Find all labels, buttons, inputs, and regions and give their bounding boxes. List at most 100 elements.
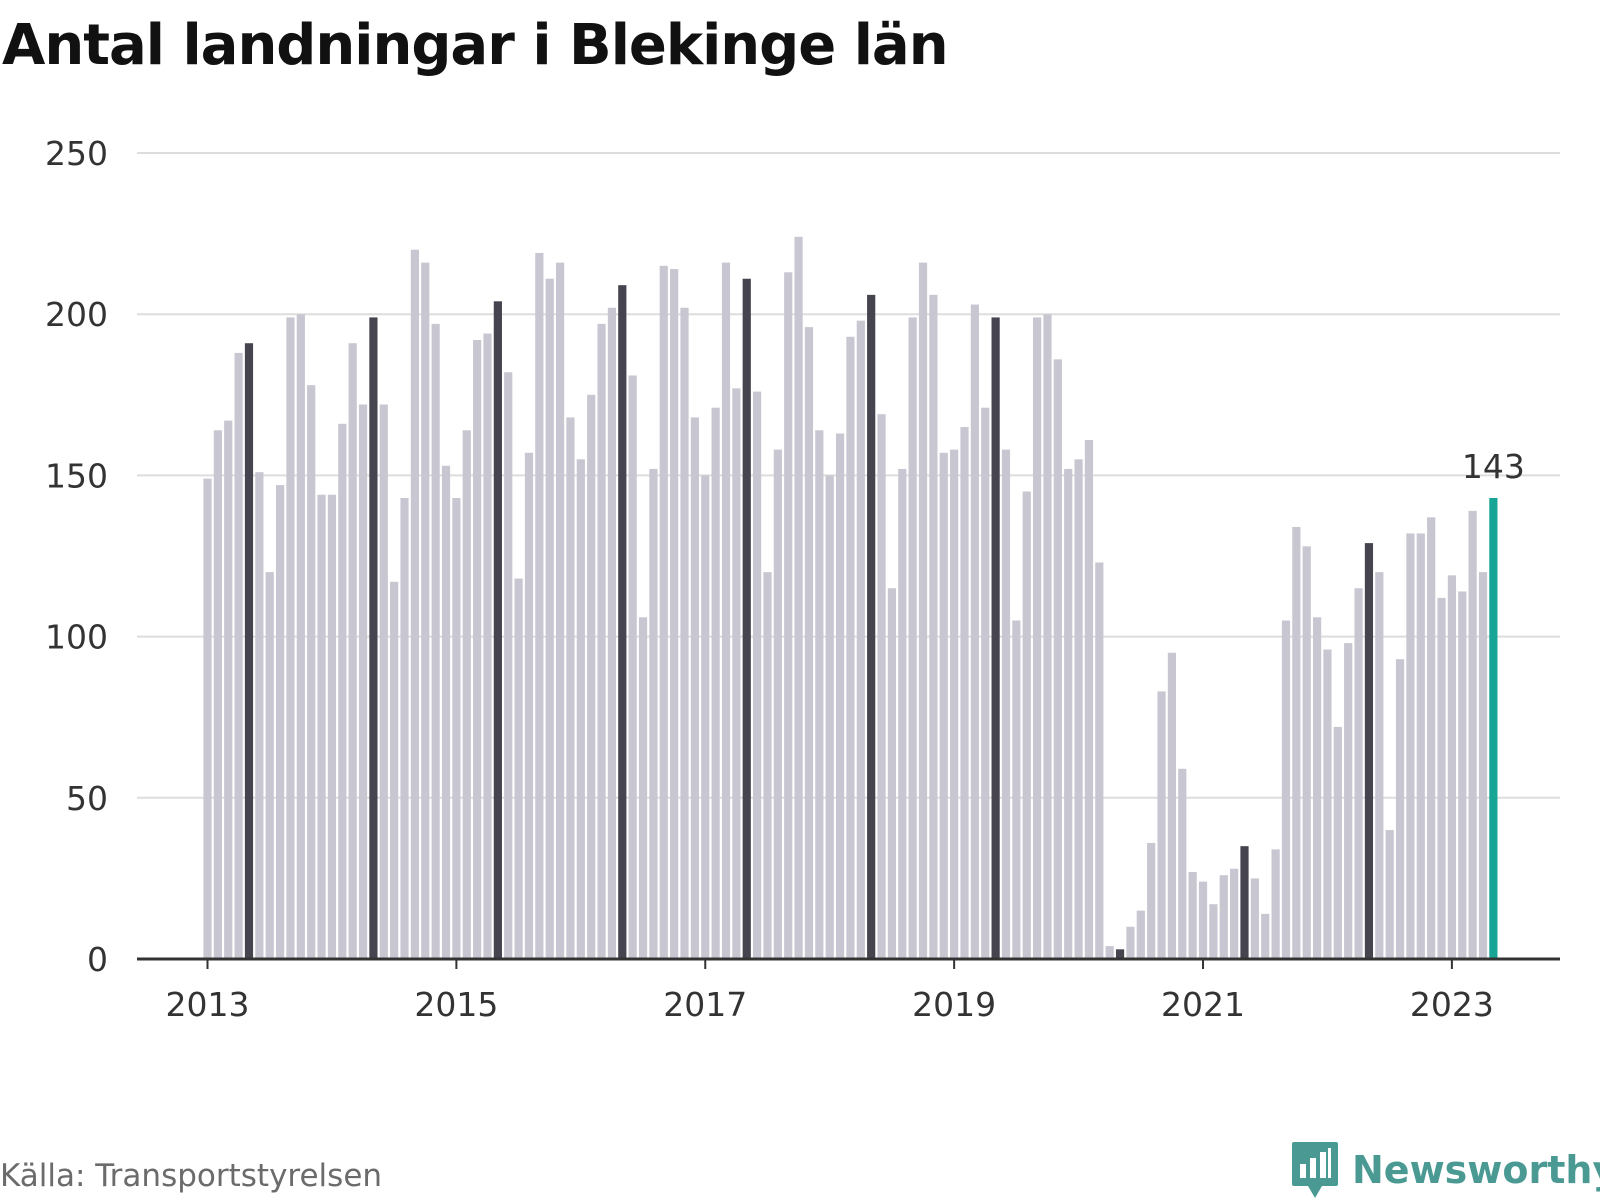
bar [1115, 949, 1125, 959]
x-tick-label: 2017 [663, 985, 747, 1024]
bar [929, 294, 938, 959]
bar [1354, 588, 1363, 959]
bar [545, 278, 554, 959]
y-tick-label: 250 [45, 134, 108, 173]
x-tick-label: 2015 [414, 985, 498, 1024]
bar [1271, 849, 1280, 959]
bar [908, 317, 917, 959]
bar [234, 352, 243, 959]
bar [856, 320, 865, 959]
bar [1261, 913, 1270, 959]
bar [286, 317, 295, 959]
bar [763, 572, 772, 959]
x-tick-label: 2019 [912, 985, 996, 1024]
bar [742, 278, 751, 959]
bar [1437, 597, 1446, 959]
bar [504, 372, 513, 960]
bar [1312, 617, 1322, 959]
bar [514, 578, 523, 959]
bar [317, 494, 326, 959]
bar [1292, 526, 1301, 959]
bar [338, 423, 347, 959]
bar [1447, 575, 1456, 959]
bar [1219, 875, 1228, 959]
bar [296, 314, 305, 959]
x-tick-label: 2023 [1410, 985, 1494, 1024]
bar [618, 285, 627, 959]
bar [327, 494, 337, 959]
bar [950, 449, 959, 959]
y-tick-label: 100 [45, 618, 108, 657]
bar [275, 485, 285, 959]
bar [1416, 533, 1425, 959]
y-tick-label: 0 [87, 940, 108, 979]
bar-chart-speech-bubble-icon [1292, 1142, 1338, 1198]
bar [1001, 449, 1011, 959]
bar [566, 417, 575, 959]
bar [555, 262, 565, 959]
bar [918, 262, 928, 959]
bar [898, 468, 907, 959]
bar [1198, 881, 1208, 959]
bar [753, 391, 762, 960]
bar [649, 468, 658, 959]
bar [846, 336, 855, 959]
bar [431, 323, 440, 959]
y-tick-label: 150 [45, 456, 108, 495]
bar [721, 262, 731, 959]
bar [991, 317, 1000, 959]
bar [970, 304, 979, 959]
x-tick-label: 2013 [166, 985, 250, 1024]
y-tick-label: 50 [66, 779, 108, 818]
bar [638, 617, 648, 959]
bar [1385, 830, 1394, 959]
bar [680, 307, 689, 959]
bar [1167, 652, 1177, 959]
bar [1250, 878, 1259, 959]
bar [1489, 497, 1498, 959]
bar [607, 307, 617, 959]
bar [1043, 314, 1052, 959]
bar [1095, 562, 1104, 959]
y-tick-label: 200 [45, 295, 108, 334]
brand[interactable]: Newsworthy [1290, 1139, 1600, 1201]
bar [1468, 510, 1477, 959]
bar [1126, 926, 1135, 959]
bar [981, 407, 990, 959]
bar [483, 333, 492, 959]
bar [265, 572, 274, 959]
tick-labels: 0 50 100 150 200 250 2013 2015 2017 2019 2021 2023 1… [45, 134, 1525, 1024]
source-note: Källa: Transportstyrelsen [0, 1158, 383, 1194]
bar [452, 497, 461, 959]
bar [815, 430, 824, 959]
bars [203, 236, 1498, 960]
bar [1478, 572, 1488, 959]
bar [1033, 317, 1042, 959]
bar [1323, 649, 1332, 959]
bar [535, 252, 544, 959]
bar [1209, 904, 1218, 959]
bar [421, 262, 430, 959]
bar [244, 343, 254, 960]
bar [400, 497, 409, 959]
bar [1395, 659, 1405, 959]
bar [1375, 572, 1384, 959]
brand-name: Newsworthy [1352, 1148, 1600, 1192]
bar [1333, 726, 1342, 959]
bar [576, 459, 585, 959]
bar [1022, 491, 1031, 959]
x-tick-label: 2021 [1161, 985, 1245, 1024]
bar [960, 427, 969, 959]
bar [867, 294, 876, 959]
bar [1084, 439, 1094, 959]
bar [690, 417, 699, 959]
bar [473, 339, 482, 959]
bar [358, 404, 368, 960]
bar [1147, 842, 1156, 959]
bar [1302, 546, 1311, 959]
bar [804, 327, 814, 960]
bar [1105, 946, 1114, 959]
bar [1281, 620, 1291, 959]
bar [410, 249, 419, 960]
